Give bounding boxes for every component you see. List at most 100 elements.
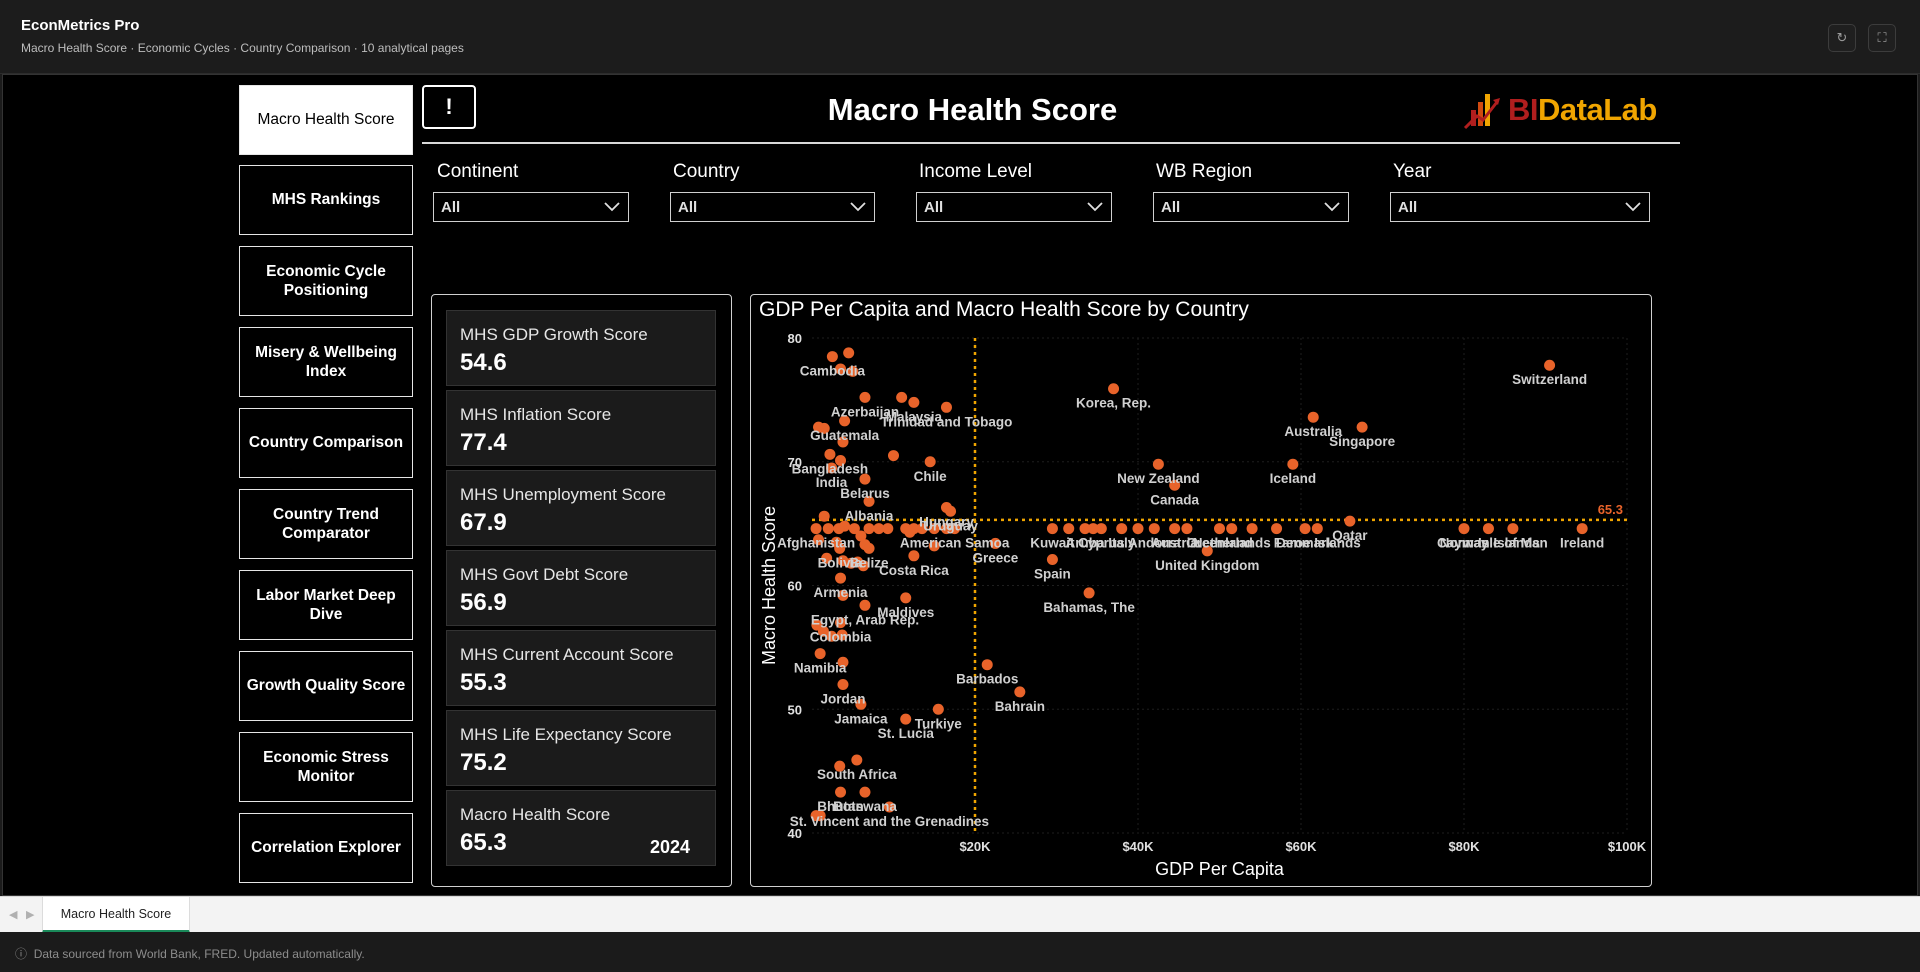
- data-point: [1271, 523, 1283, 535]
- chevron-down-icon: [1324, 202, 1340, 212]
- kpi-card-current-account: MHS Current Account Score 55.3: [446, 630, 716, 706]
- filter-value: All: [678, 199, 698, 216]
- avg-y-label: 65.3: [1598, 502, 1623, 517]
- data-point: [888, 450, 899, 462]
- nav-economic-stress-monitor[interactable]: Economic Stress Monitor: [239, 732, 413, 802]
- data-point-label: Bahamas, The: [1043, 600, 1135, 615]
- kpi-label: MHS Life Expectancy Score: [460, 725, 672, 744]
- data-point: [1576, 523, 1588, 535]
- data-point-label: Greenland: [1186, 536, 1253, 551]
- filter-value: All: [1161, 199, 1181, 216]
- nav-country-comparison[interactable]: Country Comparison: [239, 408, 413, 478]
- data-point: [940, 523, 952, 535]
- filter-continent-label: Continent: [437, 161, 519, 182]
- data-point-label: Chile: [914, 469, 947, 484]
- nav-misery-wellbeing-index[interactable]: Misery & Wellbeing Index: [239, 327, 413, 397]
- data-point-label: Denmark: [1276, 536, 1334, 551]
- data-point: [882, 523, 894, 535]
- data-point: [908, 396, 920, 408]
- data-point-label: India: [816, 475, 848, 490]
- chevron-down-icon: [604, 202, 620, 212]
- scatter-chart[interactable]: 40 50 60 70 80 $20K $40K $60K $80K $100K GDP Per C…: [750, 320, 1652, 886]
- data-point: [1482, 523, 1494, 535]
- data-point-label: Hungary: [919, 515, 974, 530]
- nav-macro-health-score[interactable]: Macro Health Score: [239, 85, 413, 155]
- title-divider: [422, 142, 1680, 144]
- data-point-label: Aruba: [1066, 536, 1105, 551]
- data-point: [826, 462, 838, 474]
- data-point: [1169, 479, 1181, 491]
- nav-label: Country Trend Comparator: [273, 505, 379, 542]
- refresh-button[interactable]: ↻: [1828, 24, 1856, 52]
- nav-mhs-rankings[interactable]: MHS Rankings: [239, 165, 413, 235]
- kpi-value: 67.9: [460, 509, 507, 536]
- data-point: [814, 810, 826, 822]
- nav-correlation-explorer[interactable]: Correlation Explorer: [239, 813, 413, 883]
- data-point: [1152, 458, 1164, 470]
- kpi-label: MHS Inflation Score: [460, 405, 612, 424]
- filter-wb-region-select[interactable]: All: [1153, 192, 1349, 222]
- filter-value: All: [924, 199, 944, 216]
- footer: ⓘ Data sourced from World Bank, FRED. Up…: [0, 932, 1920, 972]
- data-point: [1116, 523, 1128, 535]
- nav-country-trend-comparator[interactable]: Country Trend Comparator: [239, 489, 413, 559]
- data-point: [989, 537, 1001, 549]
- nav-growth-quality-score[interactable]: Growth Quality Score: [239, 651, 413, 721]
- nav-labor-market-deep-dive[interactable]: Labor Market Deep Dive: [239, 570, 413, 640]
- data-point: [835, 455, 847, 467]
- data-point: [835, 572, 847, 584]
- data-point: [949, 523, 961, 535]
- data-point: [863, 495, 875, 507]
- kpi-value: 54.6: [460, 349, 507, 376]
- filter-year-select[interactable]: All: [1390, 192, 1650, 222]
- data-point: [843, 347, 855, 359]
- kpi-value: 65.3: [460, 829, 507, 856]
- data-point: [1544, 359, 1556, 371]
- data-point: [863, 523, 875, 535]
- bidatalab-logo: BIDataLab: [1463, 88, 1683, 136]
- tab-next-icon[interactable]: ▶: [26, 909, 35, 921]
- data-point: [1356, 421, 1368, 433]
- data-point: [826, 351, 838, 363]
- data-point: [1046, 554, 1058, 566]
- data-point-label: Belarus: [840, 486, 890, 501]
- data-point: [826, 630, 838, 642]
- filter-continent-select[interactable]: All: [433, 192, 629, 222]
- data-point-label: Colombia: [810, 630, 872, 645]
- data-point: [916, 523, 928, 535]
- data-point: [1226, 523, 1238, 535]
- filter-country-select[interactable]: All: [670, 192, 875, 222]
- refresh-icon: ↻: [1836, 30, 1848, 45]
- tab-prev-icon[interactable]: ◀: [9, 909, 18, 921]
- nav-label: MHS Rankings: [271, 191, 381, 209]
- data-point-label: Canada: [1150, 492, 1199, 507]
- data-point: [859, 599, 871, 611]
- data-point-label: Guatemala: [810, 428, 880, 443]
- x-axis-title: GDP Per Capita: [1155, 859, 1285, 879]
- fullscreen-button[interactable]: ⛶: [1868, 24, 1896, 52]
- data-point-label: Faroe Islands: [1274, 536, 1361, 551]
- data-point-label: Spain: [1034, 567, 1071, 582]
- data-point: [1014, 686, 1026, 698]
- tab-macro-health-score[interactable]: Macro Health Score: [42, 897, 190, 933]
- data-point: [813, 421, 825, 433]
- alert-button[interactable]: !: [422, 85, 476, 129]
- data-point: [857, 560, 869, 572]
- x-tick-label: $60K: [1285, 839, 1317, 854]
- data-point-label: Singapore: [1329, 434, 1396, 449]
- kpi-label: Macro Health Score: [460, 805, 611, 824]
- data-point: [1299, 523, 1311, 535]
- data-point: [924, 456, 936, 468]
- nav-economic-cycle-positioning[interactable]: Economic Cycle Positioning: [239, 246, 413, 316]
- data-point: [1095, 523, 1107, 535]
- data-point: [847, 365, 859, 377]
- data-point-label: Netherlands: [1193, 536, 1271, 551]
- x-tick-label: $40K: [1122, 839, 1154, 854]
- data-point: [834, 760, 846, 772]
- data-point: [1287, 458, 1299, 470]
- filter-income-level-select[interactable]: All: [916, 192, 1112, 222]
- logo-datalab: DataLab: [1538, 92, 1657, 127]
- kpi-card-life-expectancy: MHS Life Expectancy Score 75.2: [446, 710, 716, 786]
- nav-label: Correlation Explorer: [251, 839, 401, 857]
- chevron-down-icon: [850, 202, 866, 212]
